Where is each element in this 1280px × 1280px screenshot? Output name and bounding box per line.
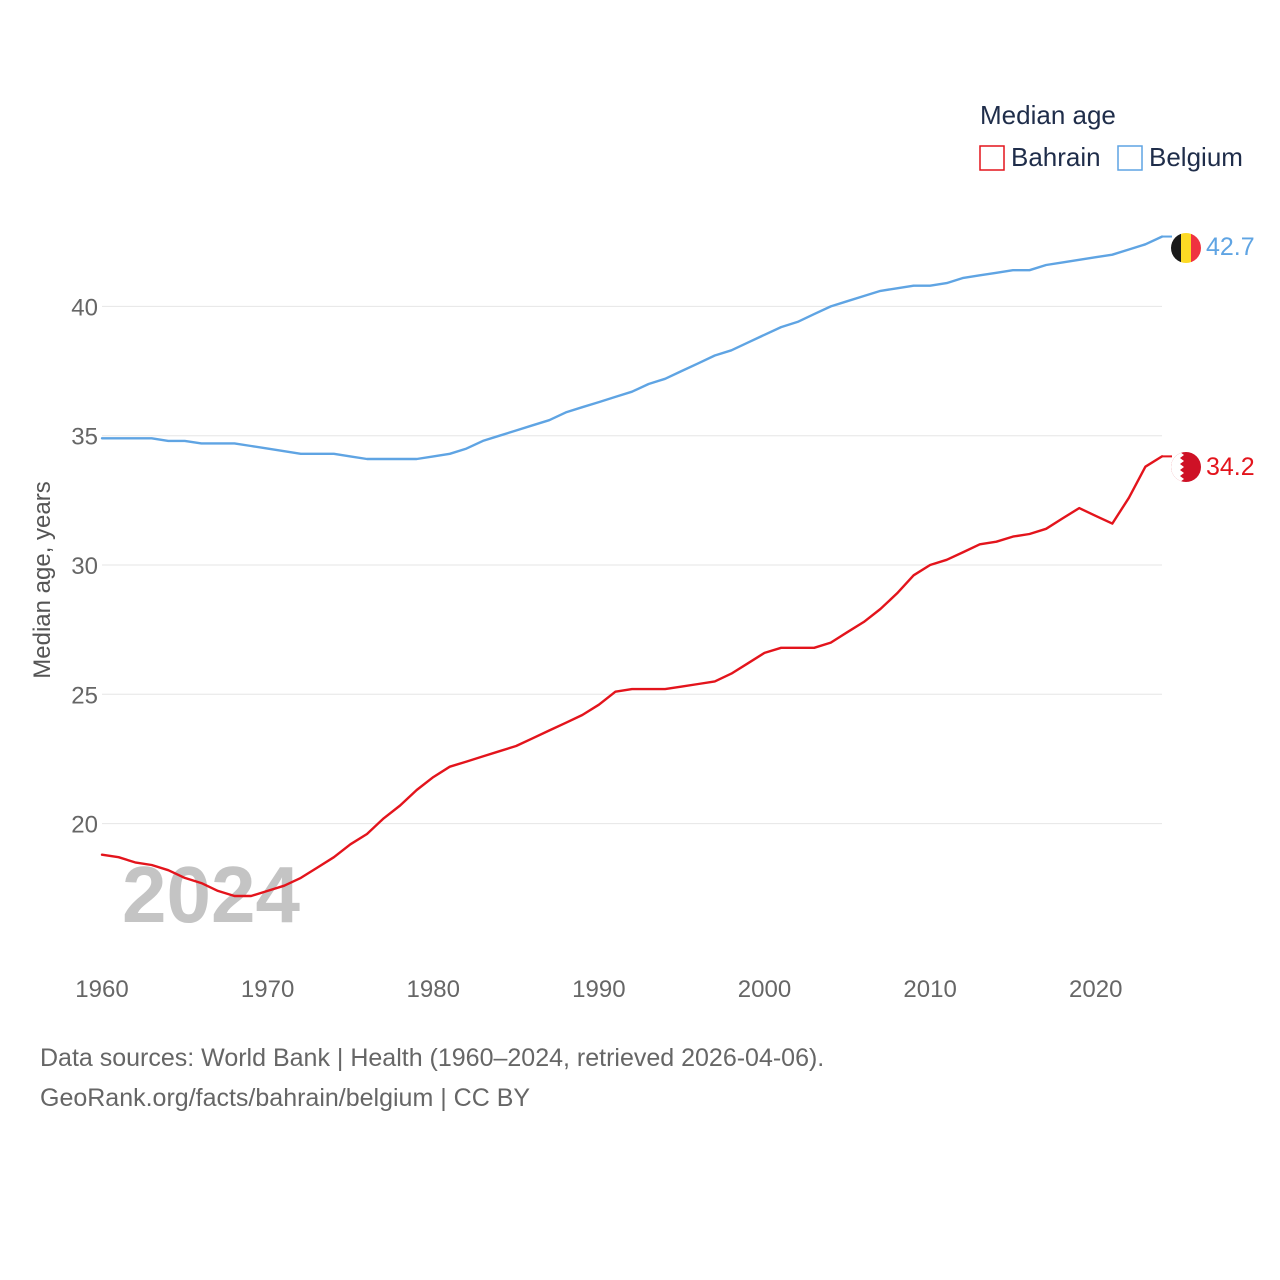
x-tick-label-2000: 2000 <box>738 976 791 1003</box>
data-source-note: Data sources: World Bank | Health (1960–… <box>40 1044 825 1072</box>
legend-label-bahrain: Bahrain <box>1011 142 1101 172</box>
end-label-bahrain: 34.2 <box>1206 453 1255 481</box>
y-tick-label-35: 35 <box>71 424 98 451</box>
bahrain-flag-icon <box>1171 452 1201 482</box>
legend-label-belgium: Belgium <box>1149 142 1243 172</box>
end-label-belgium: 42.7 <box>1206 233 1255 261</box>
x-axis-ticks: 1960 1970 1980 1990 2000 2010 2020 <box>75 976 1122 1003</box>
legend-title: Median age <box>980 100 1116 130</box>
y-tick-label-30: 30 <box>71 553 98 580</box>
legend-swatch-bahrain <box>979 145 1005 171</box>
x-tick-label-1970: 1970 <box>241 976 294 1003</box>
series-line-bahrain <box>100 455 1164 898</box>
y-tick-label-25: 25 <box>71 682 98 709</box>
y-axis-ticks: 20 25 30 35 40 <box>71 294 98 838</box>
series-lines <box>100 235 1172 898</box>
x-tick-label-1960: 1960 <box>75 976 128 1003</box>
x-tick-label-1980: 1980 <box>407 976 460 1003</box>
series-line-belgium <box>100 235 1164 461</box>
legend-swatch-belgium <box>1117 145 1143 171</box>
y-axis-title: Median age, years <box>29 481 56 678</box>
legend: Median age Bahrain Belgium <box>979 100 1243 172</box>
y-tick-label-40: 40 <box>71 294 98 321</box>
x-tick-label-2010: 2010 <box>903 976 956 1003</box>
x-tick-label-1990: 1990 <box>572 976 625 1003</box>
attribution-link[interactable]: GeoRank.org/facts/bahrain/belgium | CC B… <box>40 1084 531 1112</box>
gridlines <box>102 305 1162 825</box>
y-tick-label-20: 20 <box>71 812 98 839</box>
belgium-flag-icon <box>1171 233 1201 263</box>
x-tick-label-2020: 2020 <box>1069 976 1122 1003</box>
